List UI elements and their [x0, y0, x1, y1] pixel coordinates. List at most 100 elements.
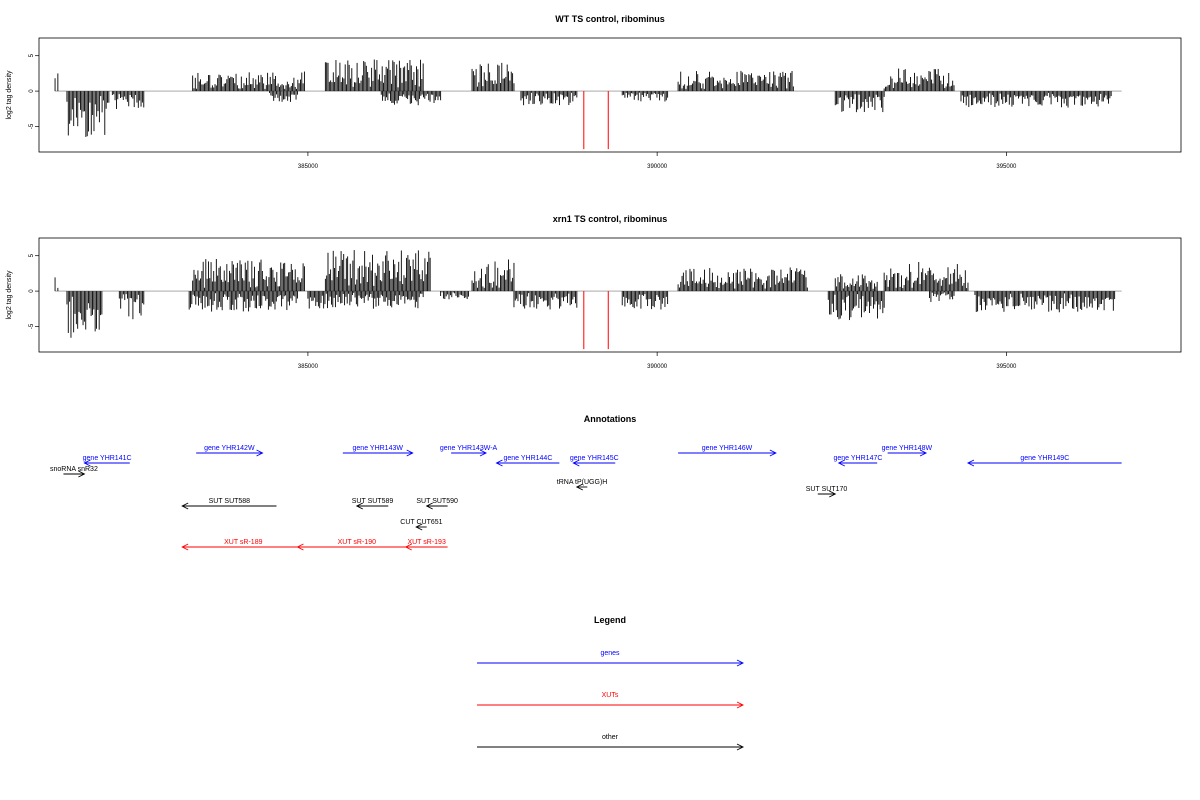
signal-cluster	[834, 91, 885, 113]
legend-arrow-head	[736, 701, 745, 709]
signal-cluster	[471, 259, 515, 292]
annotation-label: gene YHR146W	[702, 445, 753, 452]
annotation-features: gene YHR141C snoRNA snR32 gene YHR142W gene…	[50, 445, 1122, 551]
legend-arrow-head	[736, 659, 745, 667]
annotation-feature: SUT SUT589	[352, 498, 394, 510]
annotation-label: snoRNA snR32	[50, 466, 98, 473]
annotation-feature: gene YHR144C	[495, 455, 560, 467]
x-tick-label: 385000	[298, 364, 319, 370]
annotation-feature: gene YHR141C	[83, 455, 132, 467]
signal-cluster	[307, 291, 424, 309]
xrn1-panel-title: xrn1 TS control, ribominus	[553, 214, 668, 224]
signal-cluster	[827, 291, 885, 321]
annotation-feature: gene YHR142W	[196, 445, 264, 457]
annotation-arrow-head	[404, 543, 412, 551]
legend-label: genes	[600, 650, 620, 657]
annotation-label: XUT sR-190	[338, 539, 376, 546]
annotation-feature: SUT SUT588	[181, 498, 277, 510]
signal-cluster	[621, 91, 669, 102]
legend-items: genes XUTs other	[477, 650, 745, 751]
annotation-arrow-head	[256, 449, 264, 457]
signal-cluster	[269, 91, 298, 102]
annotation-arrow-head	[919, 449, 928, 457]
signal-cluster	[677, 70, 794, 92]
legend-item: other	[477, 734, 745, 751]
annotation-label: tRNA tP(UGG)H	[557, 479, 608, 486]
annotation-feature: gene YHR145C	[570, 455, 619, 467]
y-tick-label: 5	[29, 253, 35, 257]
annotation-feature: XUT sR-189	[181, 539, 305, 551]
wt-panel-title: WT TS control, ribominus	[555, 14, 665, 24]
x-tick-label: 395000	[996, 364, 1017, 370]
annotation-label: XUT sR-193	[407, 539, 445, 546]
annotation-feature: snoRNA snR32	[50, 466, 98, 478]
y-tick-label: -5	[29, 323, 35, 329]
legend-label: XUTs	[602, 692, 619, 699]
annotation-label: gene YHR149C	[1020, 455, 1069, 462]
signal-cluster	[118, 291, 145, 320]
signal-cluster	[324, 59, 424, 92]
wt-axes: -5 0 5 385000 390000 395000	[29, 53, 1017, 170]
annotations-title: Annotations	[584, 414, 637, 424]
signal-cluster	[883, 261, 969, 292]
annotation-arrow-head	[572, 459, 580, 467]
signal-cluster	[834, 274, 878, 292]
signal-cluster	[677, 267, 808, 292]
wt-ts-control-panel: WT TS control, ribominus -5 0 5 385000 39000…	[6, 14, 1182, 170]
annotation-label: SUT SUT589	[352, 498, 394, 505]
annotation-label: SUT SUT170	[806, 486, 848, 493]
legend-item: XUTs	[477, 692, 745, 709]
annotation-arrow-head	[355, 502, 364, 510]
legend-title: Legend	[594, 615, 626, 625]
annotation-feature: gene YHR143W	[342, 445, 414, 457]
annotation-arrow-head	[575, 483, 584, 491]
annotation-feature: XUT sR-190	[296, 539, 417, 551]
annotation-label: gene YHR143W-A	[440, 445, 498, 452]
signal-cluster	[883, 68, 955, 92]
legend: Legend genes XUTs other	[477, 615, 745, 751]
signal-cluster	[380, 91, 442, 106]
annotation-label: CUT CUT651	[400, 519, 442, 526]
annotation-label: SUT SUT588	[209, 498, 251, 505]
signal-cluster	[188, 291, 298, 312]
annotation-feature: gene YHR143W-A	[440, 445, 498, 457]
annotation-label: gene YHR145C	[570, 455, 619, 462]
annotation-arrow-head	[829, 490, 837, 498]
annotation-feature: SUT SUT590	[416, 498, 458, 510]
x-tick-label: 395000	[996, 164, 1017, 170]
signal-cluster	[520, 91, 578, 106]
annotation-arrow-head	[495, 459, 503, 467]
xrn1-y-axis-label: log2 tag density	[6, 270, 13, 320]
x-tick-label: 390000	[647, 164, 668, 170]
annotation-label: gene YHR147C	[834, 455, 883, 462]
annotation-label: gene YHR143W	[353, 445, 404, 452]
wt-y-axis-label: log2 tag density	[6, 70, 13, 120]
signal-cluster	[929, 291, 955, 302]
y-tick-label: 0	[29, 289, 35, 293]
signal-cluster	[440, 291, 470, 300]
xrn1-plot-frame	[38, 237, 1182, 353]
annotation-arrow-head	[83, 459, 91, 467]
annotation-arrow-head	[181, 502, 189, 510]
signal-cluster	[66, 291, 103, 338]
annotation-label: gene YHR142W	[204, 445, 255, 452]
annotation-arrow-head	[425, 502, 433, 510]
annotation-arrow-head	[296, 543, 304, 551]
annotation-label: gene YHR144C	[503, 455, 552, 462]
x-tick-label: 385000	[298, 164, 319, 170]
signal-cluster	[192, 258, 305, 292]
annotation-label: gene YHR141C	[83, 455, 132, 462]
y-tick-label: -5	[29, 123, 35, 129]
annotation-feature: CUT CUT651	[400, 519, 443, 531]
annotation-label: gene YHR148W	[882, 445, 933, 452]
annotation-feature: tRNA tP(UGG)H	[557, 479, 608, 491]
signal-cluster	[621, 291, 669, 310]
annotation-arrow-head	[837, 459, 845, 467]
x-tick-label: 390000	[647, 364, 668, 370]
annotation-arrow-head	[181, 543, 189, 551]
annotation-feature: gene YHR146W	[678, 445, 777, 457]
xrn1-axes: -5 0 5 385000 390000 395000	[29, 253, 1017, 370]
wt-signal-bars	[54, 59, 1122, 150]
annotation-arrow-head	[966, 459, 975, 467]
